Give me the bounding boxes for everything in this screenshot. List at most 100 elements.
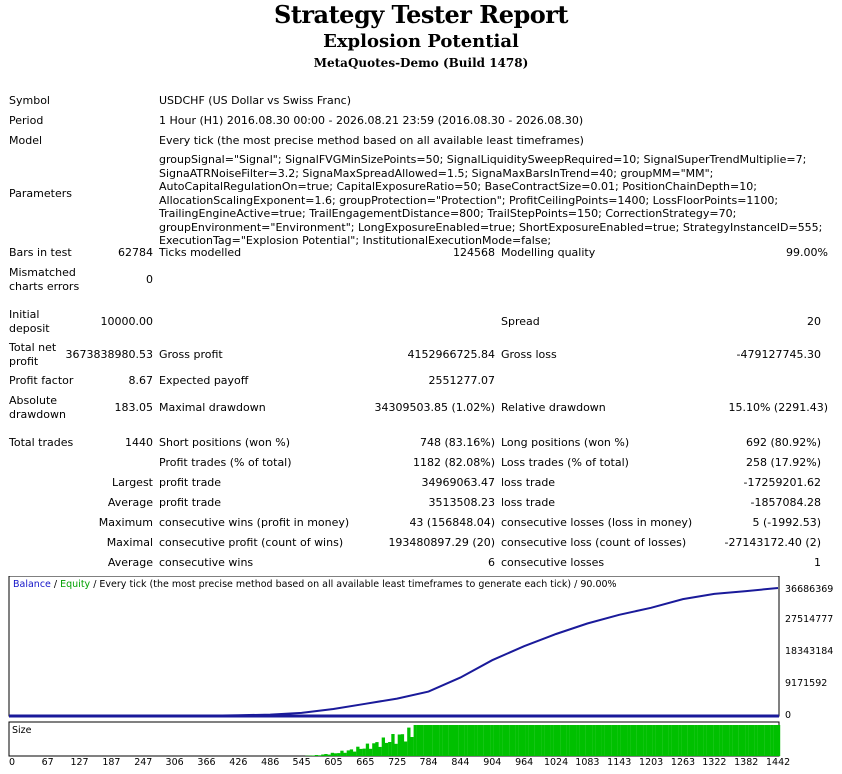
parameters-value: groupSignal="Signal"; SignalFVGMinSizePo… [159, 153, 823, 247]
size-bar [435, 725, 440, 756]
size-bar [318, 755, 322, 756]
y-tick-label: 18343184 [785, 646, 834, 657]
size-bar [582, 725, 586, 756]
size-bar [327, 754, 331, 756]
size-bar [451, 725, 456, 756]
size-bar [694, 725, 698, 756]
short-value: 748 (83.16%) [419, 436, 495, 449]
size-bar [573, 725, 577, 756]
deposit-label-1: Initial [9, 308, 40, 321]
size-bar [509, 725, 513, 756]
size-bar [439, 725, 443, 756]
size-bar [499, 725, 503, 756]
payoff-value: 2551277.07 [428, 374, 495, 387]
x-tick-label: 426 [229, 757, 248, 768]
quality-label: Modelling quality [501, 246, 596, 259]
legend-sep: / [50, 579, 61, 590]
size-bar [636, 725, 640, 756]
legend-equity: Equity [60, 579, 91, 590]
absdd-label-1: Absolute [9, 394, 58, 407]
size-bar [314, 755, 319, 756]
size-bar [611, 725, 615, 756]
x-tick-label: 665 [356, 757, 375, 768]
x-tick-label: 67 [41, 757, 54, 768]
size-bar [400, 734, 405, 756]
size-bar [550, 725, 554, 756]
trades-label: Total trades [9, 436, 74, 449]
size-bar [464, 725, 468, 756]
loss-trades-value: 258 (17.92%) [745, 456, 821, 469]
size-bar [697, 725, 701, 756]
size-bar [710, 725, 714, 756]
size-bar [770, 725, 774, 756]
size-bar [588, 725, 593, 756]
build-info: MetaQuotes-Demo (Build 1478) [313, 56, 529, 70]
max-losses-label: consecutive losses (loss in money) [501, 516, 693, 529]
x-tick-label: 187 [102, 757, 121, 768]
x-tick-label: 1382 [734, 757, 759, 768]
x-tick-label: 545 [292, 757, 311, 768]
size-bar [716, 725, 720, 756]
max-wins-label: consecutive wins (profit in money) [159, 516, 350, 529]
reldd-label: Relative drawdown [501, 401, 606, 414]
size-bar [362, 748, 366, 756]
size-bar [541, 725, 545, 756]
size-bar [764, 725, 768, 756]
average-consecutive-label: Average [107, 556, 153, 569]
ticks-value: 124568 [453, 246, 495, 259]
size-bar [337, 753, 341, 756]
size-bar [643, 725, 647, 756]
maxdd-label: Maximal drawdown [159, 401, 266, 414]
report-title: Strategy Tester Report [273, 0, 569, 29]
avg-wins-value: 6 [488, 556, 495, 569]
size-bars [305, 725, 781, 756]
legend-balance: Balance [13, 579, 51, 590]
size-bar [477, 725, 481, 756]
x-tick-label: 1203 [639, 757, 664, 768]
size-bar [703, 725, 707, 756]
size-bar [442, 725, 446, 756]
profit-trades-value: 1182 (82.08%) [412, 456, 495, 469]
x-tick-label: 1024 [543, 757, 569, 768]
size-bar [311, 755, 315, 756]
absdd-value: 183.05 [114, 401, 154, 414]
size-bar [413, 725, 417, 756]
size-bar [748, 725, 752, 756]
x-tick-label: 306 [165, 757, 184, 768]
parameters-label: Parameters [9, 187, 72, 200]
size-bar [617, 725, 621, 756]
size-bar [563, 725, 567, 756]
maximal-loss-value: -27143172.40 (2) [724, 536, 821, 549]
size-bar [598, 725, 602, 756]
size-bar [324, 754, 328, 756]
size-bar [369, 748, 373, 756]
size-bar [659, 725, 663, 756]
size-bar [776, 725, 781, 756]
size-bar [668, 725, 672, 756]
size-bar [547, 725, 551, 756]
size-bar [729, 725, 733, 756]
x-tick-label: 1083 [575, 757, 600, 768]
x-tick-label: 366 [197, 757, 216, 768]
size-bar [741, 725, 746, 756]
balance-chart-svg [8, 576, 781, 757]
size-bar [353, 751, 357, 756]
x-tick-label: 1263 [670, 757, 696, 768]
size-bar [531, 725, 535, 756]
mismatch-label-2: charts errors [9, 280, 80, 293]
average-profit-value: 3513508.23 [428, 496, 495, 509]
x-tick-label: 1442 [766, 757, 791, 768]
x-tick-label: 1143 [607, 757, 632, 768]
size-bar [483, 725, 487, 756]
period-value: 1 Hour (H1) 2016.08.30 00:00 - 2026.08.2… [159, 114, 584, 127]
size-bar [713, 725, 717, 756]
size-bar [757, 725, 762, 756]
size-bar [525, 725, 529, 756]
size-bar [665, 725, 669, 756]
size-bar [566, 725, 570, 756]
size-bar [725, 725, 730, 756]
size-bar [467, 725, 472, 756]
maxdd-value: 34309503.85 (1.02%) [374, 401, 495, 414]
size-label: Size [12, 725, 32, 736]
grossprofit-label: Gross profit [159, 348, 223, 361]
